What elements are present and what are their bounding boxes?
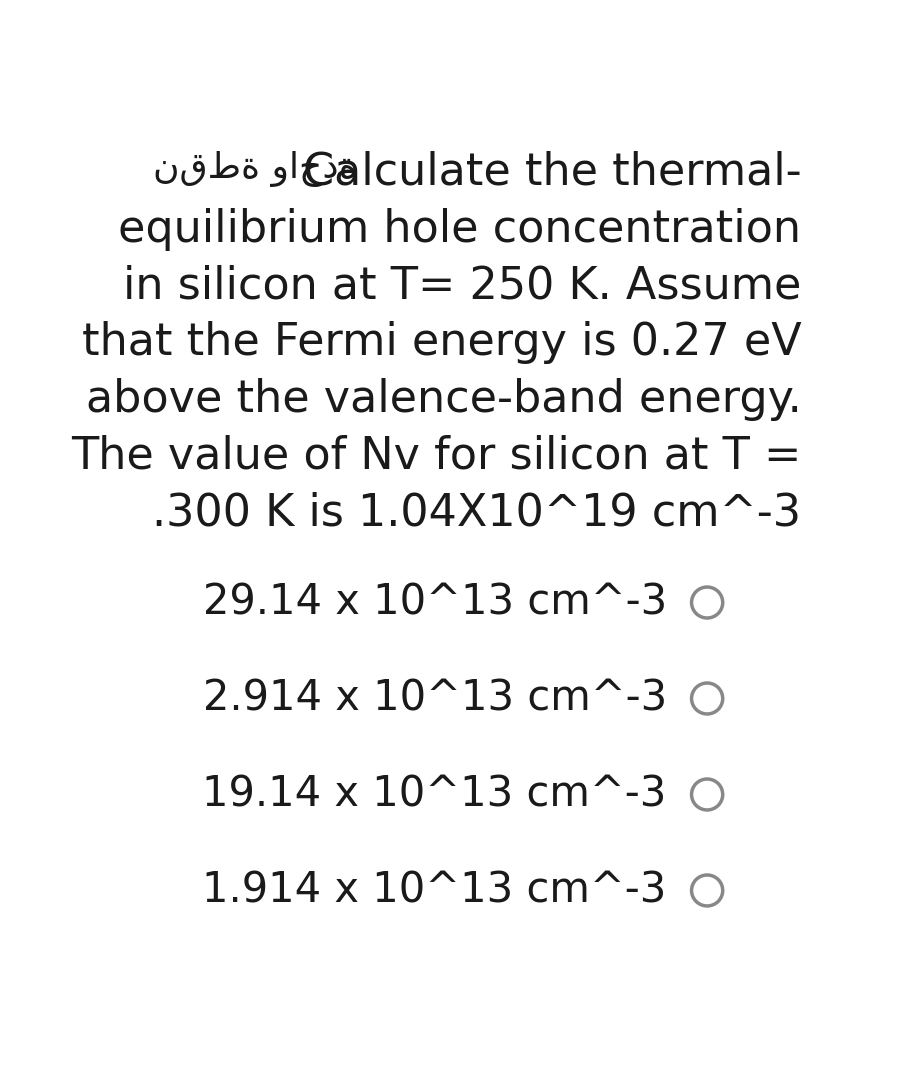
Text: 2.914 x 10^13 cm^-3: 2.914 x 10^13 cm^-3 [203, 678, 667, 720]
Text: in silicon at T= 250 K. Assume: in silicon at T= 250 K. Assume [123, 264, 802, 308]
Text: 19.14 x 10^13 cm^-3: 19.14 x 10^13 cm^-3 [202, 774, 667, 815]
Text: 29.14 x 10^13 cm^-3: 29.14 x 10^13 cm^-3 [203, 581, 667, 623]
Text: 1.914 x 10^13 cm^-3: 1.914 x 10^13 cm^-3 [202, 869, 667, 912]
Text: that the Fermi energy is 0.27 eV: that the Fermi energy is 0.27 eV [81, 321, 802, 364]
Text: .300 K is 1.04X10^19 cm^-3: .300 K is 1.04X10^19 cm^-3 [153, 491, 802, 534]
Text: above the valence-band energy.: above the valence-band energy. [86, 378, 802, 421]
Text: equilibrium hole concentration: equilibrium hole concentration [118, 208, 802, 250]
Text: نقطة واحدة: نقطة واحدة [154, 151, 358, 186]
Text: The value of Nv for silicon at T =: The value of Nv for silicon at T = [71, 435, 802, 478]
Text: Calculate the thermal-: Calculate the thermal- [303, 151, 802, 194]
